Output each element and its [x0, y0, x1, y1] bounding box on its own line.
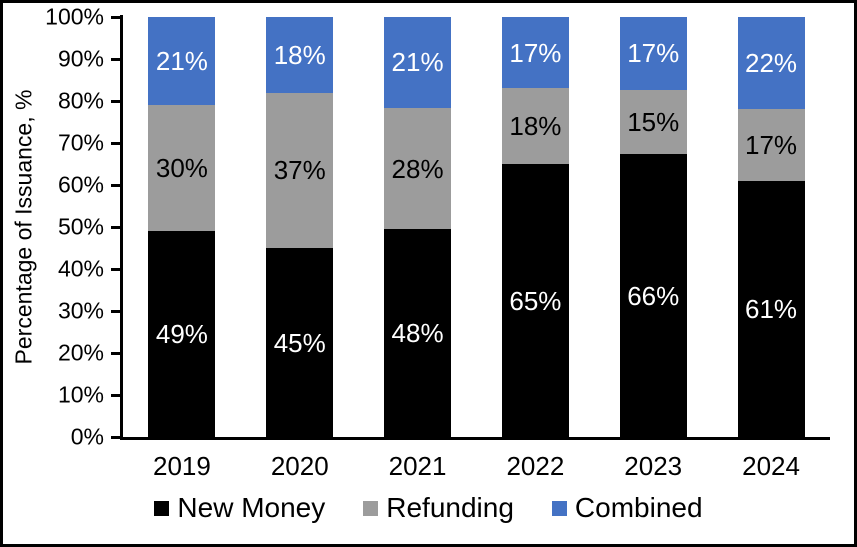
y-tick-label: 10%: [57, 381, 104, 408]
y-tick-mark: [111, 184, 120, 187]
bar-segment-value-label: 28%: [391, 153, 444, 184]
y-tick-label: 80%: [57, 87, 104, 114]
bar-segment-combined: 18%: [266, 17, 334, 93]
y-tick-mark: [111, 100, 120, 103]
bar-slot-2022: 65% 18% 17%: [476, 17, 594, 437]
y-tick-label: 70%: [57, 129, 104, 156]
bar-segment-value-label: 17%: [509, 37, 562, 68]
x-axis-label-2024: 2024: [742, 451, 800, 481]
x-axis-label-2022: 2022: [506, 451, 565, 481]
bar-segment-value-label: 22%: [745, 48, 798, 79]
bar-segment-refunding: 28%: [384, 107, 452, 230]
bar-slot-2019: 49% 30% 21%: [123, 17, 241, 437]
y-tick-label: 100%: [45, 3, 104, 30]
bar-segment-value-label: 30%: [155, 153, 208, 184]
bar-segment-value-label: 18%: [509, 111, 562, 142]
y-tick-mark: [111, 436, 120, 439]
bar-segment-new-money: 66%: [619, 154, 687, 437]
y-tick-mark: [111, 394, 120, 397]
bar-segment-combined: 17%: [619, 17, 687, 90]
x-axis-label-2021: 2021: [388, 451, 447, 481]
y-axis-line: [120, 15, 123, 440]
x-axis-labels: 2019 2020 2021 2022 2023 2024: [123, 451, 830, 481]
legend-swatch-icon: [551, 500, 567, 516]
legend-swatch-icon: [154, 500, 170, 516]
y-tick-mark: [111, 142, 120, 145]
y-tick-mark: [111, 310, 120, 313]
y-tick-label: 20%: [57, 339, 104, 366]
plot-area: 49% 30% 21% 45% 37% 18% 48% 28% 21% 65% 18% 17% 66% 1…: [123, 17, 830, 437]
bar-segment-value-label: 21%: [155, 46, 208, 77]
legend-label: Combined: [574, 492, 703, 523]
bar-segment-value-label: 21%: [391, 47, 444, 78]
bar-2019: 49% 30% 21%: [148, 17, 216, 437]
bar-segment-new-money: 49%: [148, 231, 216, 437]
bar-segment-refunding: 18%: [501, 88, 569, 164]
x-axis-label-2019: 2019: [152, 451, 211, 481]
bar-2021: 48% 28% 21%: [384, 17, 452, 437]
y-tick-label: 30%: [57, 297, 104, 324]
bar-slot-2020: 45% 37% 18%: [241, 17, 359, 437]
y-tick-mark: [111, 352, 120, 355]
bar-segment-value-label: 65%: [509, 285, 562, 316]
bar-segment-value-label: 48%: [391, 318, 444, 349]
y-tick-mark: [111, 58, 120, 61]
x-axis-line: [120, 437, 830, 440]
bar-segment-refunding: 37%: [266, 92, 334, 248]
legend: New Money Refunding Combined: [3, 490, 854, 526]
y-tick-label: 50%: [57, 213, 104, 240]
bar-segment-value-label: 17%: [627, 38, 680, 69]
bar-segment-new-money: 48%: [384, 229, 452, 437]
bar-segment-combined: 22%: [737, 17, 805, 110]
legend-label: Refunding: [386, 492, 514, 523]
legend-item-new-money: New Money: [154, 494, 325, 522]
bar-segment-refunding: 15%: [619, 89, 687, 155]
y-tick-mark: [111, 268, 120, 271]
bar-segment-value-label: 61%: [745, 293, 798, 324]
bar-segment-value-label: 66%: [627, 280, 680, 311]
bar-segment-value-label: 37%: [273, 155, 326, 186]
legend-label: New Money: [177, 492, 326, 523]
y-tick-label: 60%: [57, 171, 104, 198]
y-tick-mark: [111, 226, 120, 229]
y-tick-label: 0%: [70, 423, 104, 450]
bar-2020: 45% 37% 18%: [266, 17, 334, 437]
bar-2022: 65% 18% 17%: [501, 17, 569, 437]
y-tick-label: 90%: [57, 45, 104, 72]
bar-segment-new-money: 45%: [266, 248, 334, 437]
bar-2024: 61% 17% 22%: [737, 17, 805, 437]
bar-segment-combined: 17%: [501, 17, 569, 89]
bar-segment-new-money: 61%: [737, 180, 805, 437]
bar-segment-value-label: 15%: [627, 107, 680, 138]
y-tick-mark: [111, 16, 120, 19]
x-axis-label-2020: 2020: [270, 451, 329, 481]
x-axis-label-2023: 2023: [624, 451, 683, 481]
bar-segment-value-label: 18%: [273, 39, 326, 70]
bar-segment-refunding: 17%: [737, 109, 805, 181]
bar-segment-new-money: 65%: [501, 164, 569, 437]
bar-segment-combined: 21%: [148, 17, 216, 106]
bar-slot-2021: 48% 28% 21%: [359, 17, 477, 437]
legend-item-combined: Combined: [551, 492, 703, 523]
bar-slot-2024: 61% 17% 22%: [712, 17, 830, 437]
y-tick-label: 40%: [57, 255, 104, 282]
bar-2023: 66% 15% 17%: [619, 17, 687, 437]
bar-slot-2023: 66% 15% 17%: [594, 17, 712, 437]
legend-swatch-icon: [363, 500, 379, 516]
bar-segment-refunding: 30%: [148, 105, 216, 232]
bar-segment-combined: 21%: [384, 17, 452, 108]
bar-segment-value-label: 17%: [745, 130, 798, 161]
bar-segment-value-label: 45%: [273, 327, 326, 358]
legend-item-refunding: Refunding: [363, 494, 514, 522]
bar-segment-value-label: 49%: [155, 319, 208, 350]
